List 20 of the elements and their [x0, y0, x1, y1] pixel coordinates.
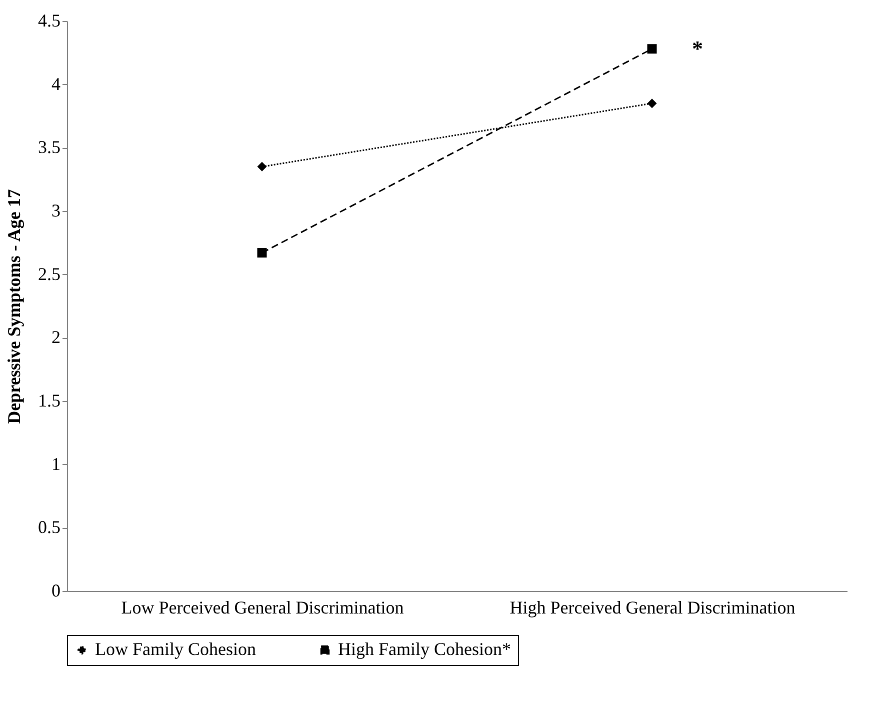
- y-tick-label: 3: [52, 200, 60, 220]
- x-tick-label: High Perceived General Discrimination: [510, 598, 796, 618]
- y-tick-label: 0: [52, 580, 60, 600]
- y-tick-label: 0.5: [38, 517, 60, 538]
- y-tick-label: 3.5: [38, 137, 60, 158]
- point: [257, 162, 267, 172]
- y-tick-label: 4: [52, 74, 60, 94]
- annotation: *: [692, 36, 703, 61]
- legend-label: High Family Cohesion*: [338, 639, 512, 659]
- y-axis-title: Depressive Symptoms - Age 17: [4, 189, 24, 424]
- point: [647, 44, 657, 54]
- y-tick-label: 1.5: [38, 390, 60, 410]
- point: [257, 248, 267, 258]
- point: [647, 98, 657, 108]
- y-tick-label: 1: [52, 454, 60, 474]
- legend-label: Low Family Cohesion: [95, 639, 256, 659]
- y-tick-label: 2: [52, 327, 60, 348]
- y-tick-label: 4.5: [38, 10, 60, 30]
- y-tick-label: 2.5: [38, 264, 60, 284]
- x-tick-label: Low Perceived General Discrimination: [121, 598, 404, 618]
